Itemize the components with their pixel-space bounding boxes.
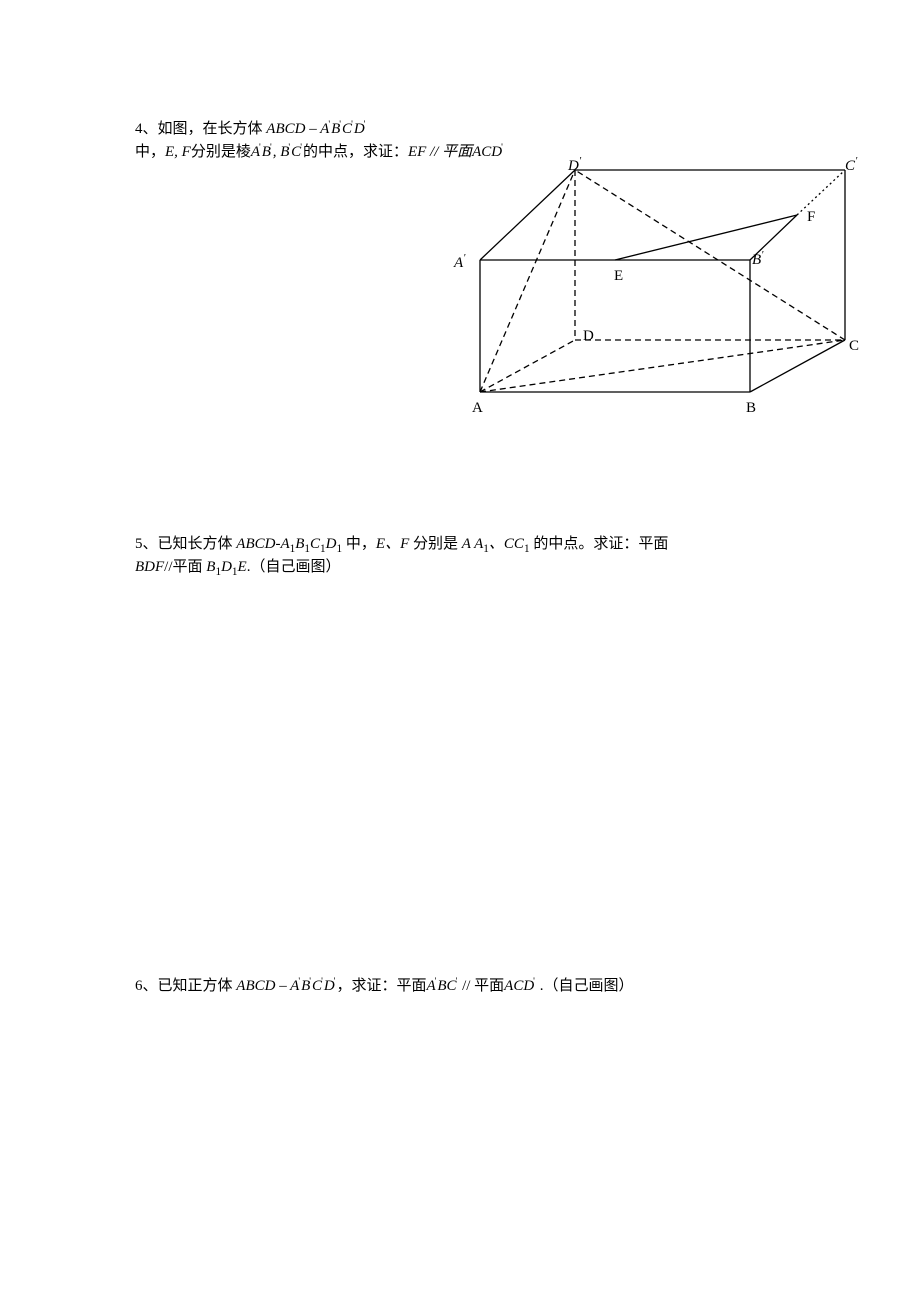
math-expr: ABCD – A'B'C'D' — [266, 121, 366, 137]
math: ABCD – A — [236, 978, 299, 994]
svg-text:B: B — [746, 400, 756, 415]
math: , B — [273, 144, 290, 160]
problem-5-text: 5、已知长方体 ABCD-A1B1C1D1 中，E、F 分别是 A A1、CC1… — [135, 534, 700, 581]
math: 、CC — [489, 536, 524, 552]
math: ABCD-A — [236, 536, 289, 552]
math: C — [310, 536, 320, 552]
math: ABCD – A'B'C'D' — [236, 978, 336, 994]
text: .（自己画图） — [536, 978, 634, 994]
diagram-svg: D' C' A' B' F E D C A B — [450, 155, 860, 415]
svg-text:C': C' — [845, 156, 858, 174]
text: //平面 — [164, 559, 206, 575]
problem-number: 4、 — [135, 121, 158, 137]
math: A'BC' — [426, 978, 458, 994]
math: BC — [437, 978, 456, 994]
problem-number: 6、 — [135, 978, 158, 994]
math: BDF — [135, 559, 164, 575]
problem-6-text: 6、已知正方体 ABCD – A'B'C'D'，求证：平面A'BC' // 平面… — [135, 975, 700, 998]
math: E、F — [376, 536, 413, 552]
text: 的中点。求证：平面 — [530, 536, 669, 552]
cuboid-diagram: D' C' A' B' F E D C A B — [450, 155, 860, 415]
math: D — [221, 559, 232, 575]
problem-4-line1: 4、如图，在长方体 ABCD – A'B'C'D' — [135, 118, 700, 141]
problem-5: 5、已知长方体 ABCD-A1B1C1D1 中，E、F 分别是 A A1、CC1… — [135, 534, 700, 581]
math: A'B', B'C' — [251, 144, 303, 160]
svg-text:E: E — [614, 268, 623, 284]
math: A A — [462, 536, 484, 552]
text: 分别是 — [413, 536, 462, 552]
svg-text:D': D' — [567, 156, 582, 174]
text: 已知长方体 — [158, 536, 237, 552]
text: ，求证：平面 — [336, 978, 426, 994]
problem-6: 6、已知正方体 ABCD – A'B'C'D'，求证：平面A'BC' // 平面… — [135, 975, 700, 998]
problem-number: 5、 — [135, 536, 158, 552]
svg-text:D: D — [583, 328, 594, 344]
svg-text:B': B' — [752, 250, 764, 268]
math: E, F — [165, 144, 191, 160]
math: ABCD-A1B1C1D1 — [236, 536, 342, 552]
text: 的中点，求证： — [303, 144, 408, 160]
text: 中， — [135, 144, 165, 160]
math: ABCD – A — [266, 121, 329, 137]
text: // 平面 — [458, 978, 504, 994]
text: 已知正方体 — [158, 978, 237, 994]
text: 分别是棱 — [191, 144, 251, 160]
math: A A1、CC1 — [462, 536, 530, 552]
text: .（自己画图） — [247, 559, 341, 575]
svg-text:C: C — [849, 338, 859, 354]
math: B1D1E — [206, 559, 246, 575]
math: ACD — [504, 978, 534, 994]
svg-text:F: F — [807, 209, 815, 225]
svg-text:A': A' — [453, 253, 466, 271]
text: 中， — [342, 536, 376, 552]
math: ACD' — [504, 978, 536, 994]
math: E — [238, 559, 247, 575]
text: 如图，在长方体 — [158, 121, 267, 137]
svg-text:A: A — [472, 400, 483, 415]
math: D — [326, 536, 337, 552]
